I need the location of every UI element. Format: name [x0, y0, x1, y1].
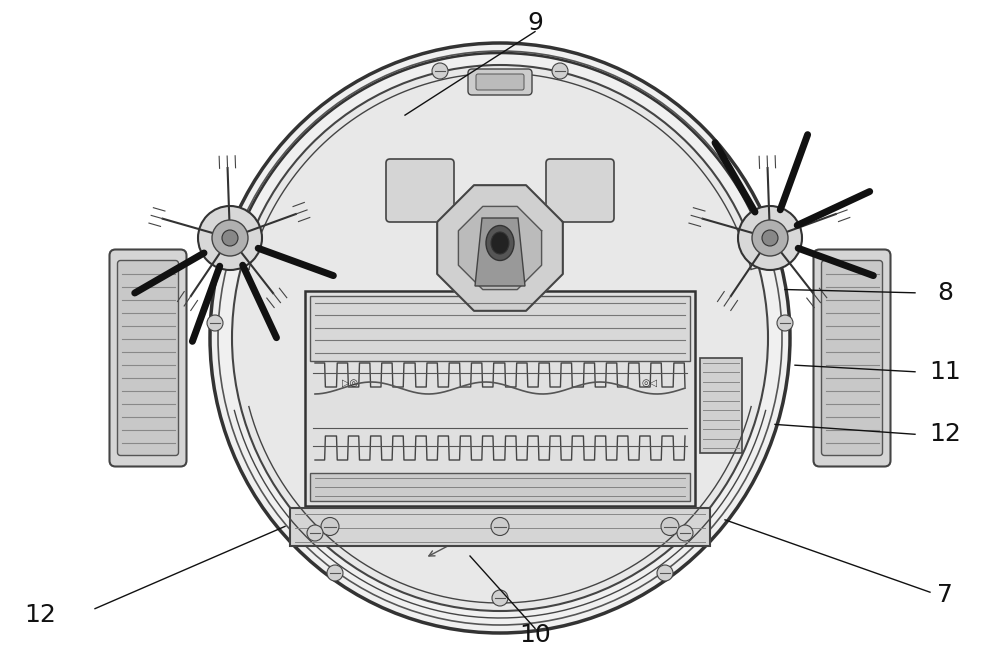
Ellipse shape	[486, 226, 514, 261]
Circle shape	[661, 517, 679, 536]
Bar	[290, 507, 710, 545]
Bar	[310, 472, 690, 501]
Text: 12: 12	[24, 603, 56, 627]
Bar	[305, 290, 695, 505]
Ellipse shape	[491, 232, 509, 254]
Circle shape	[198, 206, 262, 270]
Circle shape	[752, 220, 788, 256]
Circle shape	[307, 525, 323, 541]
Circle shape	[321, 517, 339, 536]
Circle shape	[552, 63, 568, 79]
FancyBboxPatch shape	[468, 69, 532, 95]
Bar	[700, 358, 742, 453]
FancyBboxPatch shape	[118, 261, 178, 455]
Text: 7: 7	[937, 584, 953, 607]
Bar	[310, 295, 690, 361]
Text: 11: 11	[929, 360, 961, 384]
Circle shape	[492, 590, 508, 606]
Circle shape	[657, 565, 673, 581]
Circle shape	[777, 315, 793, 331]
Circle shape	[738, 206, 802, 270]
Polygon shape	[437, 185, 563, 311]
Circle shape	[677, 525, 693, 541]
Polygon shape	[458, 207, 542, 290]
FancyBboxPatch shape	[110, 249, 186, 467]
Polygon shape	[475, 218, 525, 286]
FancyBboxPatch shape	[386, 159, 454, 222]
Text: 9: 9	[527, 11, 543, 35]
FancyBboxPatch shape	[814, 249, 891, 467]
Circle shape	[207, 315, 223, 331]
FancyBboxPatch shape	[546, 159, 614, 222]
FancyBboxPatch shape	[822, 261, 883, 455]
Text: ▷◎: ▷◎	[342, 378, 358, 388]
Circle shape	[222, 230, 238, 246]
Circle shape	[327, 565, 343, 581]
Ellipse shape	[210, 43, 790, 633]
Text: 10: 10	[519, 623, 551, 647]
Text: 8: 8	[937, 281, 953, 305]
Circle shape	[491, 517, 509, 536]
Circle shape	[212, 220, 248, 256]
Ellipse shape	[232, 65, 768, 611]
Circle shape	[762, 230, 778, 246]
Text: 12: 12	[929, 422, 961, 446]
Text: ◎◁: ◎◁	[642, 378, 658, 388]
FancyBboxPatch shape	[476, 74, 524, 90]
Circle shape	[432, 63, 448, 79]
